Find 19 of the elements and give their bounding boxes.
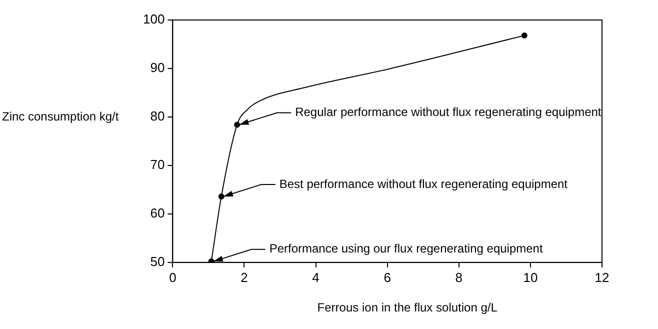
annotation: Regular performance without flux regenerating equipment (295, 105, 602, 120)
x-tick-label: 2 (240, 270, 248, 285)
annotation: Best performance without flux regenerating equipment (279, 176, 568, 191)
point (521, 32, 528, 39)
annotation: Performance using our flux regenerating equipment (269, 242, 544, 256)
y-tick-label: 50 (150, 254, 165, 269)
x-tick-label: 8 (455, 270, 463, 285)
y-tick-label: 60 (150, 206, 165, 220)
y-tick-label: 80 (150, 108, 165, 124)
x-tick-label: 12 (594, 270, 610, 285)
x-axis-title: Ferrous ion in the flux solution g/L (317, 300, 498, 314)
x-tick-label: 4 (312, 270, 320, 285)
x-tick-label: 6 (384, 270, 391, 285)
y-tick-label: 70 (150, 157, 165, 172)
y-tick-label: 100 (142, 12, 165, 27)
y-tick-label: 90 (150, 60, 165, 76)
y-axis-title: Zinc consumption kg/t (2, 109, 120, 124)
x-tick-label: 0 (169, 270, 176, 285)
x-tick-label: 10 (523, 270, 538, 285)
